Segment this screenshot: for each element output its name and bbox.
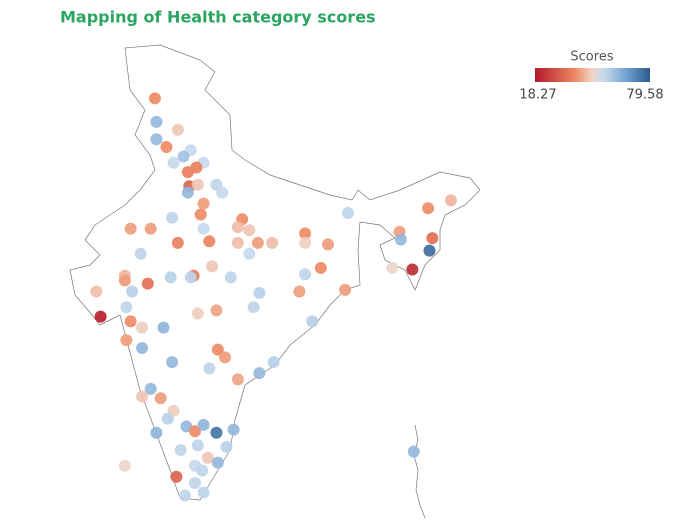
score-point	[299, 236, 312, 249]
score-point	[339, 283, 352, 296]
island-outline	[413, 424, 426, 519]
score-point	[150, 426, 163, 439]
score-point	[267, 356, 280, 369]
score-point	[197, 222, 210, 235]
score-point	[174, 444, 187, 457]
score-point	[197, 486, 210, 499]
score-point	[219, 351, 232, 364]
chart-title: Mapping of Health category scores	[60, 8, 376, 27]
colorbar	[535, 68, 650, 82]
score-point	[118, 274, 131, 287]
score-point	[203, 235, 216, 248]
score-point	[170, 470, 183, 483]
score-point	[299, 268, 312, 281]
score-point	[154, 392, 167, 405]
score-point	[196, 464, 209, 477]
colorbar-title: Scores	[570, 50, 613, 65]
score-point	[171, 236, 184, 249]
score-point	[171, 123, 184, 136]
score-point	[194, 208, 207, 221]
score-point	[166, 211, 179, 224]
score-point	[444, 194, 457, 207]
score-point	[184, 271, 197, 284]
score-point	[90, 285, 103, 298]
colorbar-max-label: 79.58	[626, 88, 663, 103]
score-point	[118, 459, 131, 472]
score-point	[266, 236, 279, 249]
score-point	[188, 477, 201, 490]
score-point	[314, 261, 327, 274]
score-point	[157, 321, 170, 334]
score-point	[134, 247, 147, 260]
score-point	[197, 418, 210, 431]
score-point	[299, 227, 312, 240]
score-point	[342, 206, 354, 219]
score-point	[216, 186, 229, 199]
score-point	[177, 150, 190, 163]
score-point	[178, 489, 191, 502]
country-outline	[69, 44, 481, 501]
score-point	[247, 301, 260, 314]
score-point	[136, 390, 149, 403]
score-point	[148, 92, 161, 105]
score-point	[150, 133, 163, 146]
score-point	[160, 141, 173, 154]
score-point	[188, 425, 201, 438]
score-point	[231, 373, 244, 386]
score-point	[253, 367, 266, 380]
score-point	[161, 412, 174, 425]
score-point	[201, 451, 214, 464]
score-point	[94, 310, 107, 323]
score-point	[150, 115, 163, 128]
score-point	[231, 236, 244, 249]
score-point	[243, 247, 256, 260]
score-point	[426, 232, 439, 245]
score-point	[306, 315, 319, 328]
score-point	[124, 315, 137, 328]
score-point	[191, 307, 204, 320]
score-point	[423, 244, 436, 257]
score-point	[406, 263, 419, 276]
score-point	[253, 287, 266, 300]
score-point	[224, 271, 237, 284]
score-point	[210, 304, 223, 317]
score-point	[120, 334, 133, 347]
score-point	[251, 236, 264, 249]
score-point	[422, 202, 435, 215]
score-point	[167, 156, 180, 169]
score-point	[144, 222, 157, 235]
score-point	[136, 342, 149, 355]
score-point	[124, 222, 137, 235]
score-point	[211, 456, 224, 469]
colorbar-min-label: 18.27	[519, 88, 556, 103]
score-point	[144, 382, 157, 395]
score-point	[211, 343, 224, 356]
score-point	[191, 178, 204, 191]
score-point	[210, 426, 223, 439]
score-point	[126, 285, 139, 298]
score-point	[181, 186, 194, 199]
score-point	[386, 261, 399, 274]
score-point	[293, 285, 306, 298]
score-point	[231, 221, 244, 234]
score-point	[243, 224, 256, 237]
score-point	[164, 271, 177, 284]
score-point	[136, 321, 149, 334]
score-point	[220, 440, 233, 453]
score-point	[203, 362, 216, 375]
score-point	[141, 277, 154, 290]
score-point	[190, 161, 203, 174]
score-point	[206, 260, 219, 273]
score-point	[120, 301, 133, 314]
score-point	[191, 439, 204, 452]
score-point	[407, 445, 420, 458]
score-point	[166, 356, 179, 369]
score-point	[227, 423, 240, 436]
score-point	[394, 233, 407, 246]
score-point	[321, 238, 334, 251]
score-point	[197, 197, 210, 210]
